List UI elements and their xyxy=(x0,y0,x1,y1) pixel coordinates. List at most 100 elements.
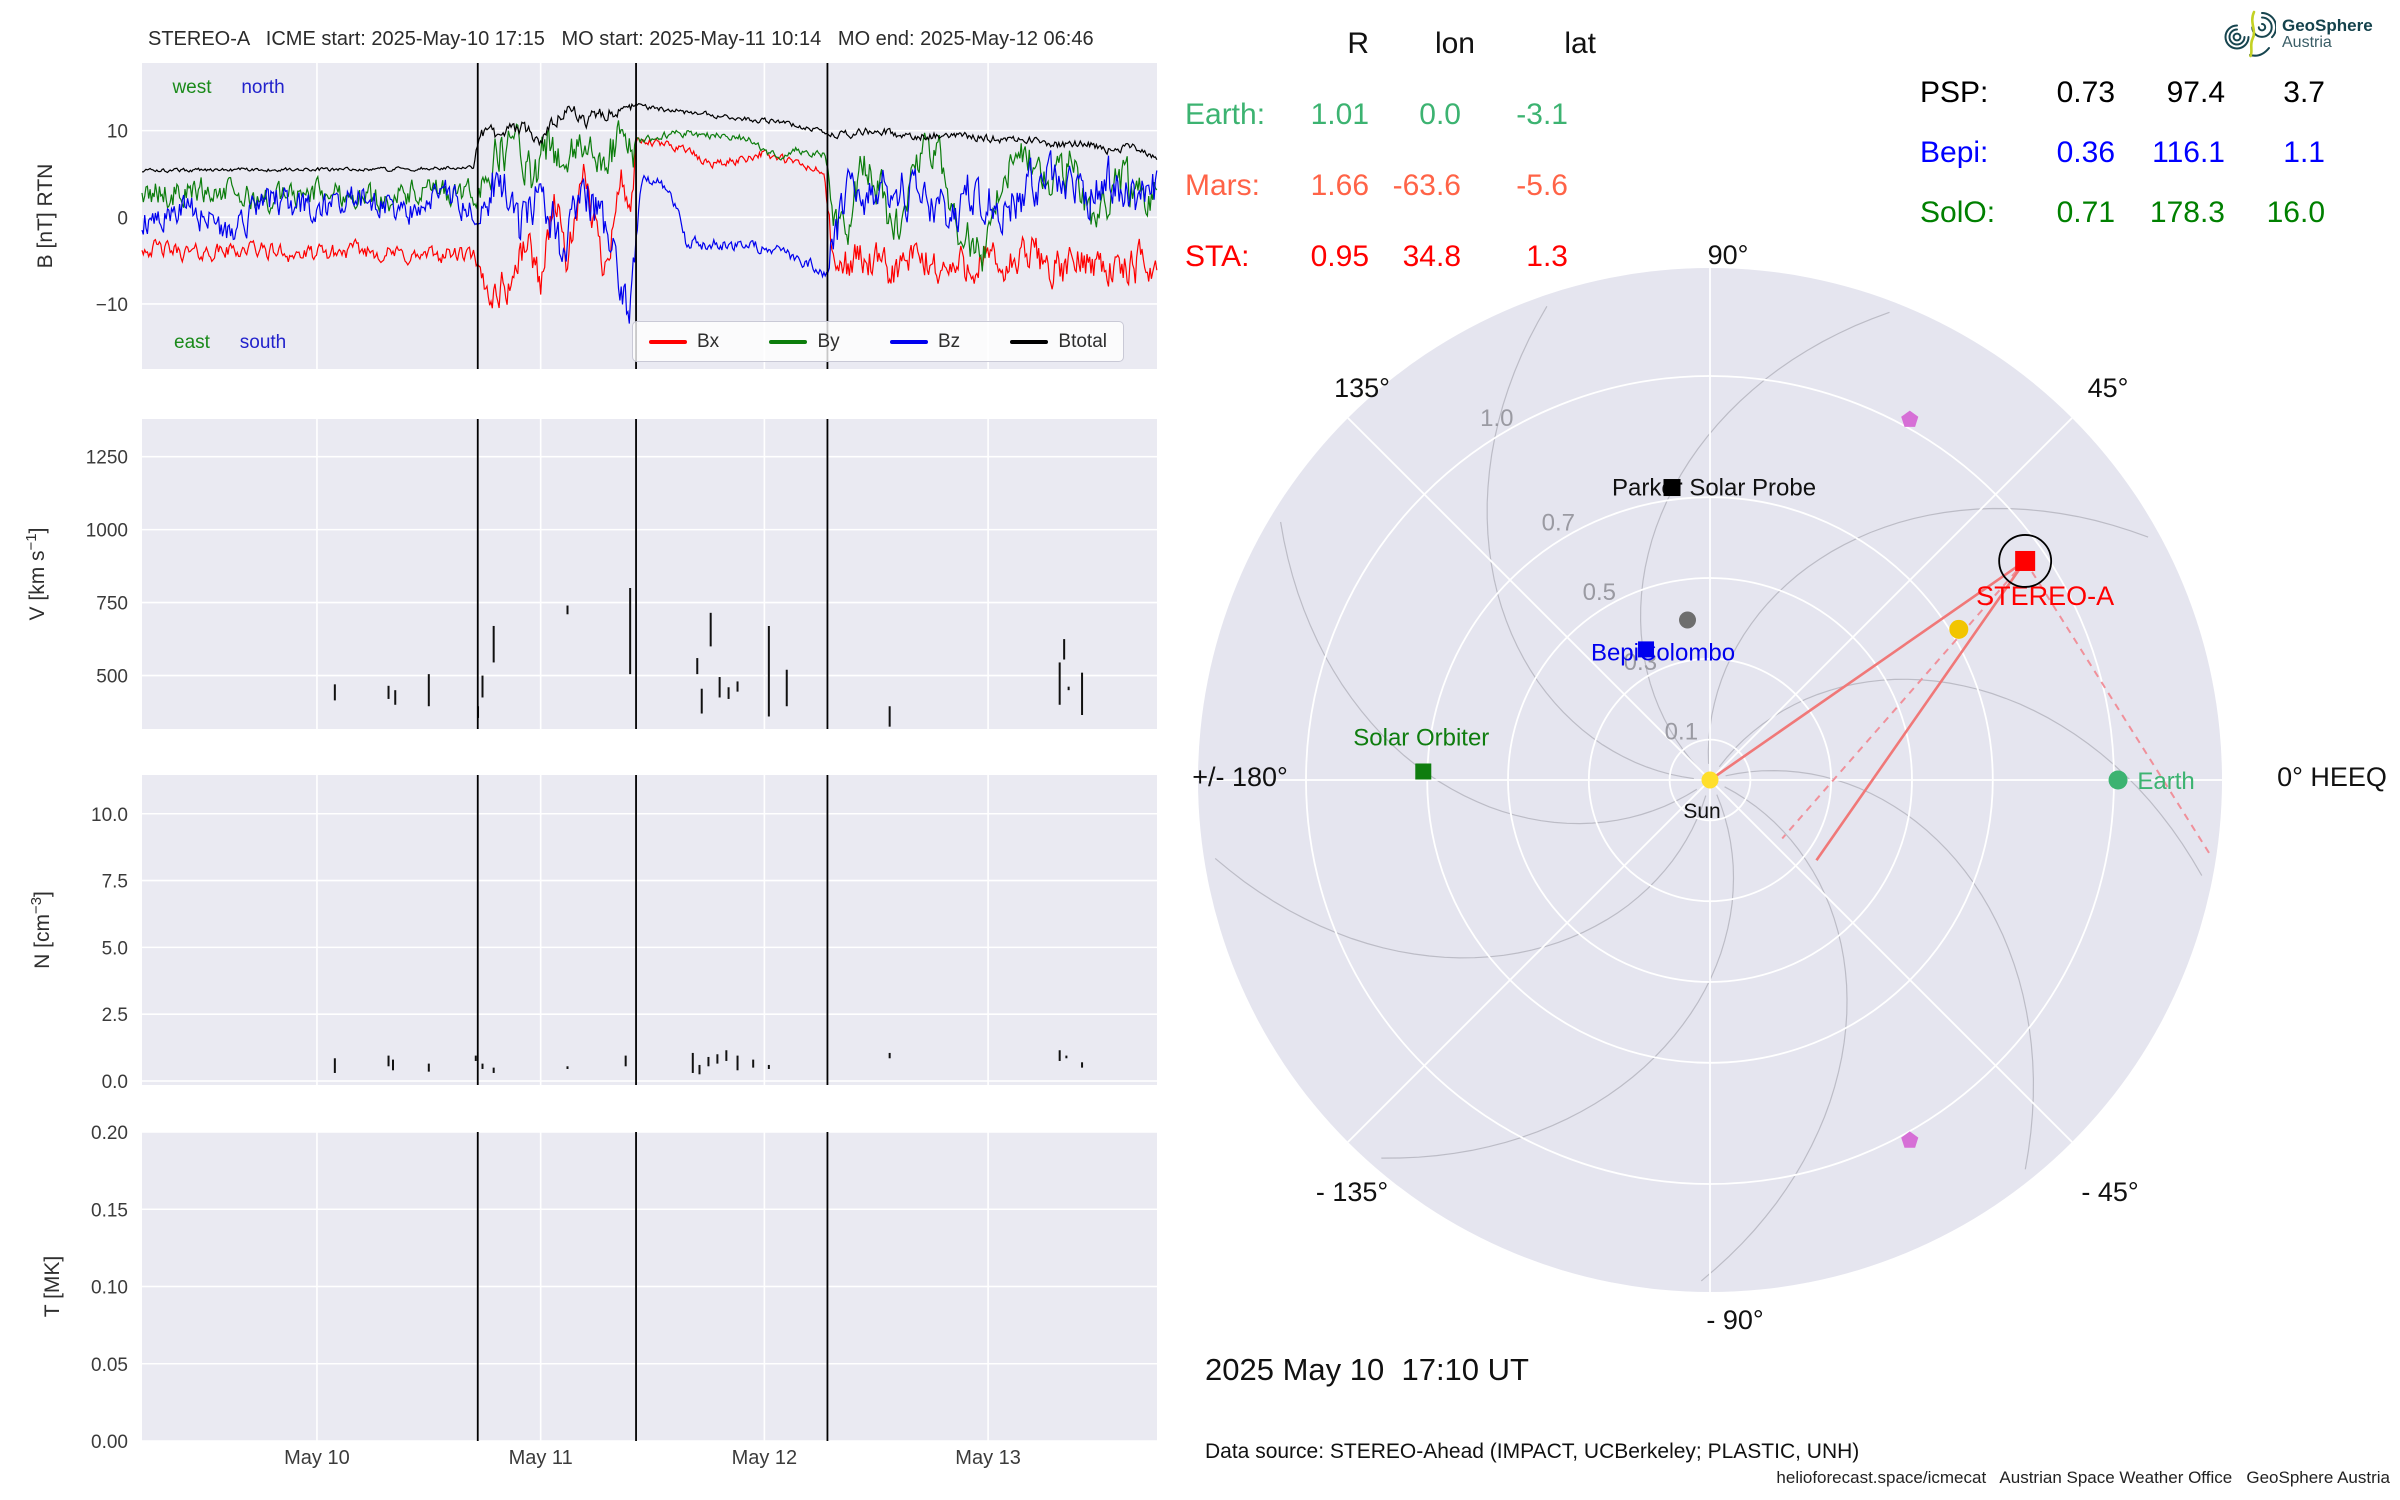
radius-tick-label: 0.1 xyxy=(1665,718,1698,745)
marker-ring-stereo-a xyxy=(1998,534,2053,588)
x-tick-label: May 11 xyxy=(509,1447,573,1469)
angle-label: 135° xyxy=(1334,373,1390,403)
ephemeris-value: -63.6 xyxy=(1392,169,1461,202)
b-annotation-south: south xyxy=(239,332,287,353)
ylabel-v: V [km s−1] xyxy=(23,528,49,621)
y-tick-label: 10 xyxy=(107,122,128,143)
cme-solid-line xyxy=(1815,560,2027,861)
geosphere-logo-line2: Austria xyxy=(2282,33,2332,51)
legend-item-bx: Bx xyxy=(649,331,719,353)
angle-grid-spoke xyxy=(1347,417,1708,778)
y-tick-label: 0.00 xyxy=(91,1432,128,1453)
body-label-bepicolombo: BepiColombo xyxy=(1591,639,1735,666)
b-annotation-east: east xyxy=(174,332,210,353)
y-tick-label: 0.20 xyxy=(91,1123,128,1144)
y-tick-label: 0.10 xyxy=(91,1278,128,1299)
legend-swatch xyxy=(769,339,808,344)
ephemeris-value: 0.95 xyxy=(1310,240,1369,273)
ephemeris-value: 116.1 xyxy=(2152,136,2225,169)
timeseries-title: STEREO-A ICME start: 2025-May-10 17:15 M… xyxy=(148,28,1094,50)
legend-label: Btotal xyxy=(1058,330,1107,352)
ephemeris-table-right: PSP: 0.73 97.4 3.7 Bepi: 0.36 116.1 1.1 SolO: 0.7… xyxy=(1920,63,2325,243)
legend-item-btotal: Btotal xyxy=(1010,331,1107,353)
b-annotation-west: west xyxy=(172,77,212,98)
parker-spiral xyxy=(1280,521,1698,825)
y-tick-label: 10.0 xyxy=(91,805,128,826)
ephemeris-row-sta: STA: 0.95 34.8 1.3 xyxy=(1185,221,1610,292)
y-tick-label: 7.5 xyxy=(102,872,128,893)
y-tick-label: 0.0 xyxy=(102,1072,128,1093)
angle-label: - 90° xyxy=(1706,1305,1763,1335)
legend-label: By xyxy=(817,330,840,352)
panel-b: −10 0 10 B [nT] RTN xyxy=(34,63,1158,369)
ylabel-b: B [nT] RTN xyxy=(34,164,57,269)
ephemeris-value: 1.01 xyxy=(1310,98,1369,131)
ephemeris-value: -5.6 xyxy=(1516,169,1568,202)
ephemeris-col-header: lon xyxy=(1434,27,1475,60)
legend-item-by: By xyxy=(769,330,840,353)
frame-time: 2025 May 10 17:10 UT xyxy=(1205,1352,1529,1387)
ephemeris-value: -3.1 xyxy=(1516,98,1568,131)
angle-label: - 135° xyxy=(1316,1177,1388,1207)
parker-spiral xyxy=(1725,769,2035,1170)
ephemeris-value: 0.71 xyxy=(2056,196,2115,229)
parker-spiral xyxy=(1707,507,2149,764)
trace-btotal xyxy=(141,102,1158,174)
parker-spiral xyxy=(1639,311,1890,769)
radius-tick-label: 0.5 xyxy=(1583,579,1616,606)
ephemeris-value: 97.4 xyxy=(2166,76,2225,109)
angle-grid-spoke xyxy=(1712,417,2073,778)
heliosphere-polar-map-svg: 0.10.30.50.71.090°45°0° HEEQ- 45°- 90°- … xyxy=(1192,240,2387,1335)
body-label-stereo-a: STEREO-A xyxy=(1976,581,2114,611)
angle-label: +/- 180° xyxy=(1192,762,1288,792)
panel-n-background xyxy=(142,775,1157,1085)
ephemeris-row-label: SolO: xyxy=(1920,196,1996,229)
ephemeris-value: 1.3 xyxy=(1526,240,1568,273)
panel-n: 0.0 2.5 5.0 7.5 10.0 N [cm−3] xyxy=(28,775,1157,1093)
panel-v: 500 750 1000 1250 V [km s−1] xyxy=(23,419,1157,729)
y-tick-label: 5.0 xyxy=(102,938,128,959)
ephemeris-value: 16.0 xyxy=(2266,196,2325,229)
trace-by xyxy=(141,120,1158,272)
y-tick-label: 1000 xyxy=(86,521,128,542)
radius-tick-label: 1.0 xyxy=(1480,405,1513,432)
marker-solar-orbiter xyxy=(1415,763,1432,780)
x-tick-label: May 12 xyxy=(732,1447,798,1469)
body-label-sun: Sun xyxy=(1683,800,1720,823)
x-tick-label: May 13 xyxy=(955,1447,1021,1469)
marker-mercury xyxy=(1679,611,1697,629)
marker-l5-point xyxy=(1901,410,1919,427)
marker-earth xyxy=(2108,770,2128,790)
geosphere-logo-text: GeoSphere Austria xyxy=(2282,16,2373,52)
ephemeris-value: 178.3 xyxy=(2149,196,2225,229)
ephemeris-value: 0.0 xyxy=(1419,98,1461,131)
cme-solid-line xyxy=(1709,559,2026,782)
legend-swatch xyxy=(889,339,928,344)
angle-grid-spoke xyxy=(1347,782,1708,1143)
parker-spiral xyxy=(1214,795,1707,959)
ephemeris-col-header: lat xyxy=(1564,27,1596,60)
x-tick-label: May 10 xyxy=(284,1447,350,1469)
ephemeris-value: 3.7 xyxy=(2283,76,2325,109)
marker-sun xyxy=(1701,771,1719,789)
legend-swatch xyxy=(1010,339,1049,344)
y-tick-label: 0.15 xyxy=(91,1200,128,1221)
legend-label: Bz xyxy=(937,330,961,352)
angle-label: 45° xyxy=(2088,373,2129,403)
body-label-solar-orbiter: Solar Orbiter xyxy=(1353,724,1489,751)
ephemeris-value: 1.1 xyxy=(2283,136,2325,169)
ephemeris-row-solo: SolO: 0.71 178.3 16.0 xyxy=(1920,183,2325,243)
body-label-earth: Earth xyxy=(2137,768,2194,795)
angle-label: 0° HEEQ xyxy=(2277,762,2387,792)
legend-label: Bx xyxy=(697,330,720,352)
trace-bx xyxy=(141,137,1158,309)
geosphere-logo-icon xyxy=(2224,10,2276,58)
data-source: Data source: STEREO-Ahead (IMPACT, UCBer… xyxy=(1205,1440,1860,1463)
marker-venus xyxy=(1949,619,1969,639)
y-tick-label: 2.5 xyxy=(102,1005,128,1026)
body-label-parker-solar-probe: Parker Solar Probe xyxy=(1612,475,1816,502)
ephemeris-row-psp: PSP: 0.73 97.4 3.7 xyxy=(1920,63,2325,123)
